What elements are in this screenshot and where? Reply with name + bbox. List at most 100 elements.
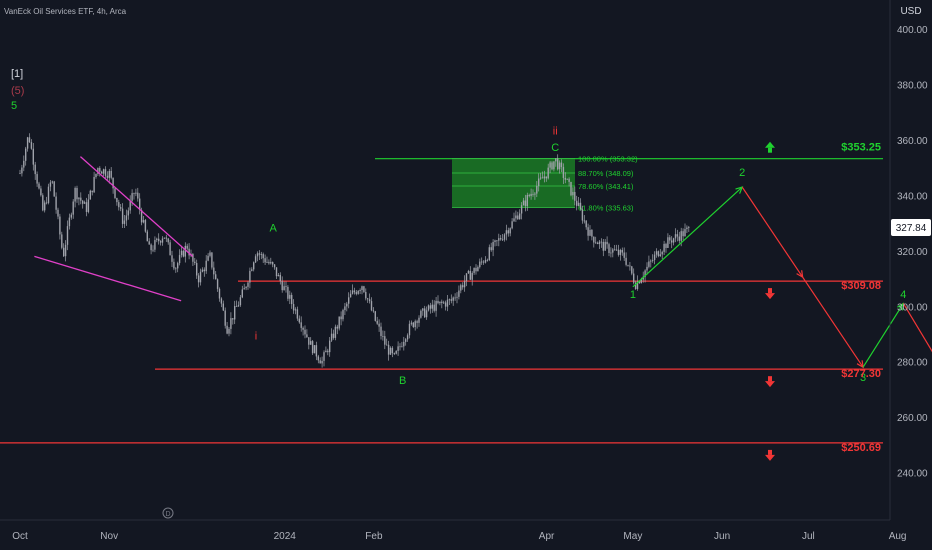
candle-body	[294, 309, 297, 311]
candle-body	[467, 270, 470, 274]
candle-body	[627, 264, 629, 266]
candle-body	[34, 164, 36, 175]
candle-body	[606, 241, 608, 245]
candle-body	[235, 306, 238, 307]
candle-body	[479, 261, 481, 268]
candle-body	[42, 195, 44, 211]
arrow-down-icon	[765, 381, 775, 388]
candle-body	[395, 350, 397, 354]
candle-body	[405, 339, 407, 342]
candle-body	[353, 290, 356, 293]
candle-body	[167, 238, 169, 243]
candle-body	[146, 231, 148, 242]
candle-body	[629, 265, 631, 267]
degree-label-3: 5	[11, 100, 17, 112]
arrow-stem	[768, 376, 772, 382]
candle-body	[36, 174, 38, 184]
candle-body	[581, 209, 584, 221]
candle-body	[380, 326, 382, 336]
candle-body	[551, 162, 553, 170]
candle-body	[610, 252, 612, 254]
candle-body	[127, 210, 129, 216]
candle-body	[91, 190, 93, 193]
candle-body	[304, 329, 306, 335]
candle-body	[382, 335, 384, 337]
candle-body	[114, 188, 116, 198]
candle-body	[530, 193, 532, 197]
price-axis[interactable]: 240.00 260.00 280.00 300.00 320.00 340.00 360.…	[897, 25, 928, 479]
price-tick-label: 400.00	[897, 25, 928, 36]
candle-body	[171, 255, 173, 262]
currency-label[interactable]: USD	[900, 6, 921, 17]
candle-body	[329, 340, 331, 353]
candle-body	[216, 279, 219, 289]
candle-body	[104, 169, 107, 176]
candle-body	[361, 286, 363, 291]
candle-body	[437, 300, 439, 304]
candle-body	[507, 230, 509, 234]
candle-body	[224, 310, 226, 326]
candle-body	[511, 221, 513, 229]
candle-body	[59, 216, 61, 235]
candle-body	[433, 304, 435, 311]
candle-body	[547, 167, 549, 179]
candle-body	[332, 333, 335, 338]
arrow-up-icon	[765, 141, 775, 148]
time-axis[interactable]: OctNov2024FebAprMayJunJulAugSepOct	[12, 531, 932, 542]
level-price-label: $309.08	[841, 280, 881, 292]
candle-body	[182, 250, 185, 257]
candle-body	[657, 251, 660, 257]
price-tick-label: 280.00	[897, 358, 928, 369]
current-price-badge: 327.84	[891, 219, 931, 236]
wave-label: ii	[553, 125, 558, 137]
candle-body	[557, 158, 559, 170]
candle-body	[270, 262, 272, 264]
candle-body	[608, 244, 610, 253]
candle-body	[300, 322, 302, 328]
candle-body	[205, 260, 207, 272]
date-marker-label: D	[165, 511, 170, 518]
time-tick-label: Aug	[889, 531, 907, 542]
candle-body	[156, 238, 158, 241]
candle-body	[591, 229, 593, 237]
time-tick-label: Apr	[539, 531, 555, 542]
candle-body	[684, 229, 686, 237]
fib-level-label: 88.70% (348.09)	[578, 169, 634, 178]
candle-body	[203, 269, 205, 272]
candle-body	[61, 234, 63, 248]
candle-body	[310, 341, 312, 345]
candle-body	[549, 162, 551, 168]
candle-body	[570, 181, 572, 196]
candle-body	[389, 347, 392, 355]
candle-body	[408, 323, 411, 336]
candle-body	[135, 192, 137, 194]
candle-body	[80, 197, 82, 201]
candle-body	[70, 214, 72, 218]
candle-body	[281, 281, 283, 291]
candle-body	[194, 261, 196, 264]
candle-body	[68, 217, 71, 227]
candle-body	[102, 169, 105, 174]
date-marker[interactable]: D	[162, 507, 174, 519]
candle-body	[40, 188, 42, 196]
candle-body	[633, 273, 635, 283]
candle-body	[116, 197, 118, 203]
level-price-labels: $353.25 $309.08 $277.30 $250.69	[765, 141, 881, 461]
current-price-value: 327.84	[896, 223, 927, 234]
candle-body	[543, 176, 546, 179]
candle-body	[121, 208, 124, 224]
candle-body	[555, 158, 557, 162]
candle-body	[196, 263, 198, 276]
candle-body	[378, 323, 380, 327]
projection-line	[902, 303, 932, 353]
candle-body	[19, 173, 21, 175]
candle-body	[258, 253, 261, 255]
candle-body	[93, 177, 95, 193]
candle-body	[28, 137, 31, 143]
candle-body	[148, 241, 150, 245]
candle-body	[188, 248, 190, 256]
date-marker-circle[interactable]	[162, 507, 174, 519]
candle-body	[207, 255, 209, 261]
wedge-line	[34, 255, 182, 302]
candle-body	[431, 304, 433, 309]
